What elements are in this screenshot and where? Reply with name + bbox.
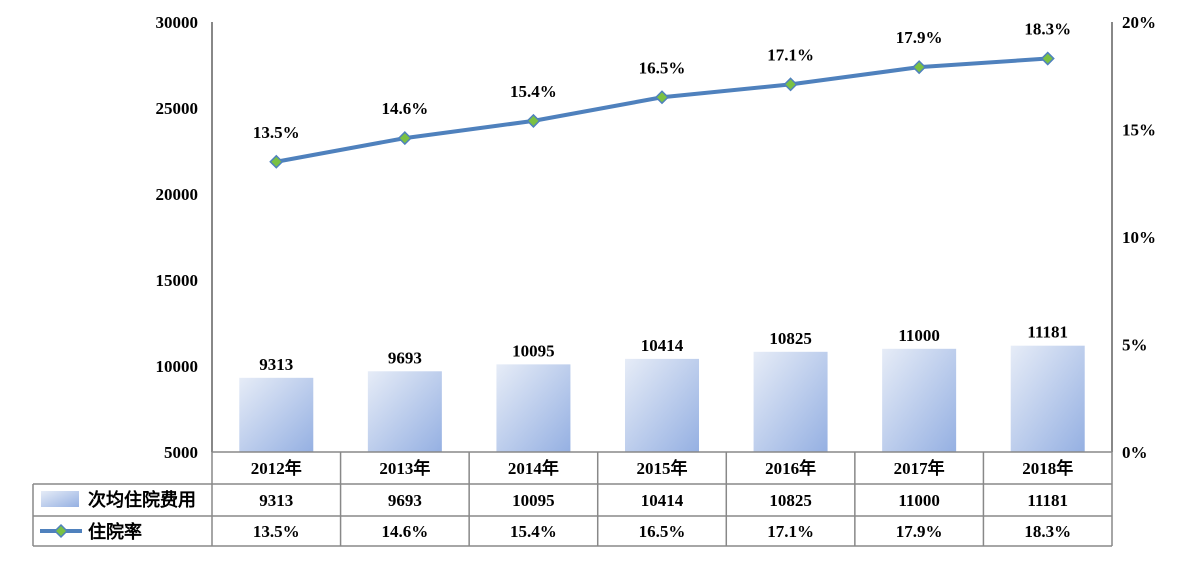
right-tick-label: 5%: [1122, 336, 1148, 355]
category-label: 2013年: [379, 458, 430, 478]
bar-data-label: 10095: [512, 341, 555, 360]
legend-label-bar: 次均住院费用: [88, 489, 196, 510]
left-tick-label: 5000: [164, 443, 198, 462]
table-cell: 18.3%: [1024, 522, 1071, 541]
right-tick-label: 0%: [1122, 443, 1148, 462]
table-cell: 9693: [388, 491, 422, 510]
table-cell: 13.5%: [253, 522, 300, 541]
table-cell: 11000: [898, 491, 940, 510]
left-tick-label: 20000: [156, 185, 199, 204]
category-label: 2012年: [251, 458, 302, 478]
right-tick-label: 15%: [1122, 121, 1156, 140]
table-cell: 10825: [769, 491, 812, 510]
legend-label-line: 住院率: [88, 521, 142, 542]
bar-data-label: 11181: [1027, 323, 1068, 342]
line-data-label: 13.5%: [253, 123, 300, 142]
line-marker: [912, 60, 927, 75]
line-data-label: 18.3%: [1024, 20, 1071, 39]
left-tick-label: 15000: [156, 271, 199, 290]
line-data-label: 14.6%: [381, 99, 428, 118]
bar-data-label: 9693: [388, 348, 422, 367]
right-tick-label: 10%: [1122, 228, 1156, 247]
category-label: 2015年: [637, 458, 688, 478]
table-cell: 15.4%: [510, 522, 557, 541]
bar: [882, 348, 957, 452]
table-cell: 10414: [641, 491, 684, 510]
bar-data-label: 10825: [769, 329, 812, 348]
bar: [1010, 345, 1085, 452]
left-tick-label: 25000: [156, 99, 199, 118]
bar-data-label: 11000: [898, 326, 940, 345]
table-cell: 9313: [259, 491, 293, 510]
table-cell: 16.5%: [639, 522, 686, 541]
bar-data-label: 9313: [259, 355, 293, 374]
table-cell: 10095: [512, 491, 555, 510]
line-marker: [783, 77, 798, 92]
line-marker: [1040, 51, 1055, 66]
legend-marker-icon: [53, 523, 69, 539]
bar: [496, 364, 571, 452]
bar: [239, 377, 314, 452]
line-marker: [526, 113, 541, 128]
line-marker: [269, 154, 284, 169]
line-marker: [397, 131, 412, 146]
bar: [367, 371, 442, 452]
line-data-label: 17.1%: [767, 45, 814, 64]
left-tick-label: 30000: [156, 13, 199, 32]
line-data-label: 15.4%: [510, 82, 557, 101]
line-data-label: 16.5%: [639, 58, 686, 77]
legend-bar-swatch: [41, 491, 79, 507]
table-cell: 17.9%: [896, 522, 943, 541]
left-tick-label: 10000: [156, 357, 199, 376]
bar: [753, 351, 828, 452]
line-marker: [654, 90, 670, 105]
bar: [625, 358, 699, 452]
right-tick-label: 20%: [1122, 13, 1156, 32]
line-data-label: 17.9%: [896, 28, 943, 47]
bar-data-label: 10414: [641, 336, 684, 355]
table-cell: 14.6%: [381, 522, 428, 541]
category-label: 2017年: [894, 458, 945, 478]
category-label: 2018年: [1022, 458, 1073, 478]
category-label: 2014年: [508, 458, 559, 478]
table-cell: 17.1%: [767, 522, 814, 541]
category-label: 2016年: [765, 458, 816, 478]
table-cell: 11181: [1027, 491, 1068, 510]
